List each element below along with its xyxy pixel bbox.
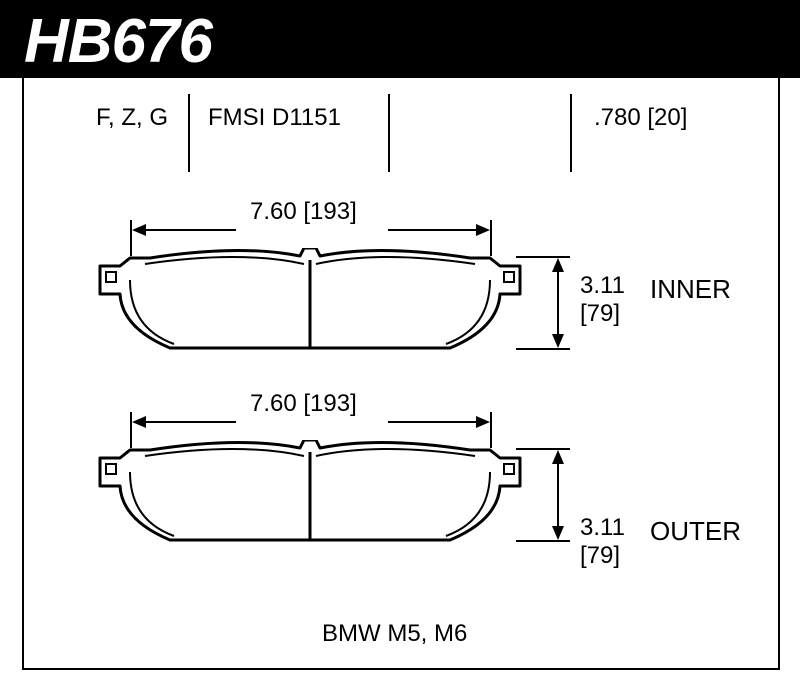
spec-thickness: .780 [20] <box>594 104 687 132</box>
frame-left <box>22 78 24 670</box>
inner-height-dim2: [79] <box>580 300 620 328</box>
spec-divider-2 <box>388 94 390 172</box>
diagram-page: HB676 F, Z, G FMSI D1151 .780 [20] 7.60 … <box>0 0 800 691</box>
frame-right <box>778 78 780 670</box>
inner-height-dim1: 3.11 <box>580 272 625 300</box>
inner-width-arrow-right <box>476 224 490 236</box>
part-number: HB676 <box>24 6 212 77</box>
spec-fmsi: FMSI D1151 <box>208 104 341 132</box>
outer-width-line-left <box>146 421 236 423</box>
outer-height-ext-bot <box>516 540 570 542</box>
spec-divider-3 <box>570 94 572 172</box>
outer-width-dim: 7.60 [193] <box>250 390 357 418</box>
outer-width-arrow-left <box>132 416 146 428</box>
outer-height-arrow-up <box>552 450 564 464</box>
outer-label: OUTER <box>650 516 741 547</box>
outer-width-line-right <box>388 421 478 423</box>
inner-width-line-left <box>146 229 236 231</box>
outer-height-arrow-down <box>552 526 564 540</box>
outer-height-dim1: 3.11 <box>580 514 625 542</box>
footer-application: BMW M5, M6 <box>322 620 467 648</box>
frame-bottom <box>22 668 780 670</box>
spec-divider-1 <box>188 94 190 172</box>
inner-pad-shape <box>90 248 530 363</box>
inner-height-line <box>557 272 559 334</box>
inner-label: INNER <box>650 274 731 305</box>
spec-compounds: F, Z, G <box>96 104 168 132</box>
inner-width-line-right <box>388 229 478 231</box>
outer-width-arrow-right <box>476 416 490 428</box>
inner-height-ext-bot <box>516 348 570 350</box>
inner-height-arrow-down <box>552 334 564 348</box>
inner-width-dim: 7.60 [193] <box>250 198 357 226</box>
outer-height-line <box>557 464 559 526</box>
outer-height-dim2: [79] <box>580 542 620 570</box>
inner-height-arrow-up <box>552 258 564 272</box>
outer-pad-shape <box>90 440 530 555</box>
inner-width-arrow-left <box>132 224 146 236</box>
